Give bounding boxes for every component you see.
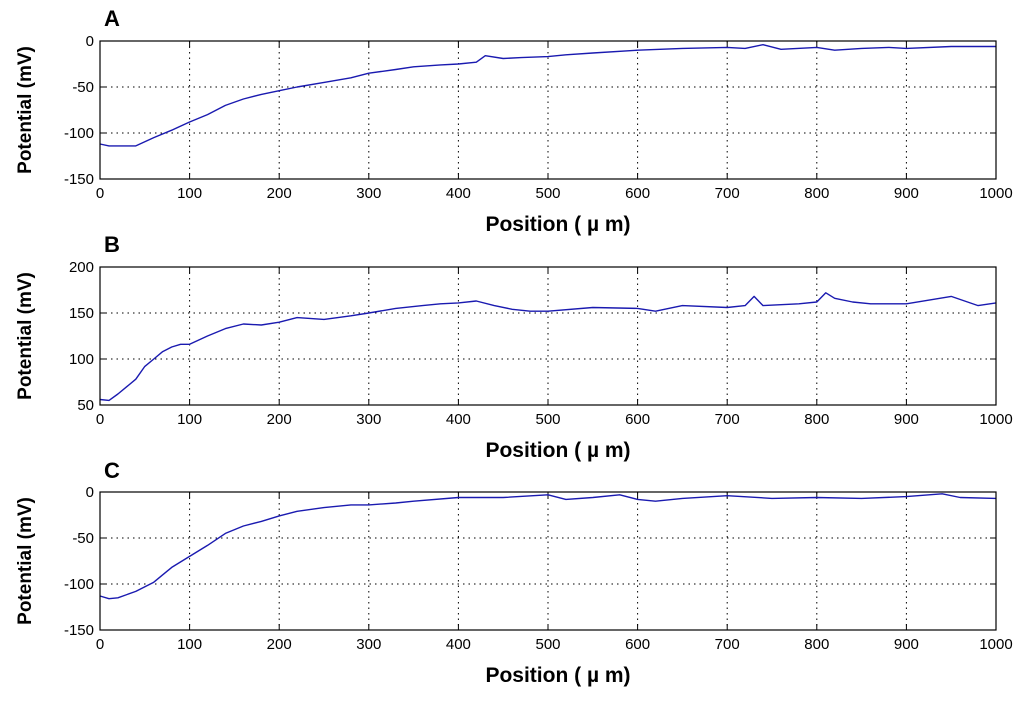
panel-c-x-tick-label: 100 — [177, 636, 202, 653]
panel-a-x-tick-label: 700 — [715, 185, 740, 202]
panel-b-y-tick-label: 100 — [69, 351, 94, 368]
panel-b-x-tick-label: 0 — [96, 411, 104, 428]
panel-c-x-tick-label: 900 — [894, 636, 919, 653]
panel-b: 0 100 200 300 400 500 600 700 800 900 1000 50 100 150… — [15, 232, 1013, 462]
panel-b-x-tick-label: 100 — [177, 411, 202, 428]
panel-c-x-tick-label: 700 — [715, 636, 740, 653]
panel-b-y-tick-label: 150 — [69, 305, 94, 322]
panel-b-panel-letter: B — [104, 232, 120, 257]
panel-a-x-tick-label: 900 — [894, 185, 919, 202]
panel-c-x-tick-label: 400 — [446, 636, 471, 653]
panel-a-y-tick-label: -150 — [64, 171, 94, 188]
panel-a-x-tick-label: 800 — [804, 185, 829, 202]
panel-a-y-tick-label: -100 — [64, 125, 94, 142]
panel-a-axes-box — [99, 40, 997, 180]
panel-c-x-tick-label: 300 — [356, 636, 381, 653]
panel-b-y-tick-label: 200 — [69, 259, 94, 276]
panel-a-x-tick-label: 1000 — [979, 185, 1012, 202]
panel-c-x-axis-label: Position ( µ m) — [485, 664, 630, 687]
panel-a-x-tick-label: 300 — [356, 185, 381, 202]
panel-a-x-tick-label: 600 — [625, 185, 650, 202]
panel-b-x-axis-label: Position ( µ m) — [485, 439, 630, 462]
panel-a-y-tick-label: 0 — [86, 33, 94, 50]
panel-c-y-axis-label: Potential (mV) — [15, 497, 36, 625]
panel-a-x-tick-label: 200 — [267, 185, 292, 202]
panel-a-panel-letter: A — [104, 6, 120, 31]
panel-b-data-line — [99, 292, 997, 402]
panel-a-x-tick-label: 100 — [177, 185, 202, 202]
panel-a-x-axis-label: Position ( µ m) — [485, 213, 630, 236]
panel-c-x-tick-label: 500 — [535, 636, 560, 653]
panel-b-x-tick-label: 500 — [535, 411, 560, 428]
panel-c-y-tick-label: -100 — [64, 576, 94, 593]
panel-c-x-tick-label: 200 — [267, 636, 292, 653]
panel-c-y-tick-label: 0 — [86, 484, 94, 501]
panel-c-y-tick-label: -150 — [64, 622, 94, 639]
panel-a: 0 100 200 300 400 500 600 700 800 900 1000 -150 -100… — [15, 6, 1013, 236]
panel-c-x-tick-label: 0 — [96, 636, 104, 653]
panel-c-panel-letter: C — [104, 458, 120, 483]
panel-a-x-tick-label: 400 — [446, 185, 471, 202]
panel-c: 0 100 200 300 400 500 600 700 800 900 1000 -150 -100… — [15, 458, 1013, 687]
panel-c-axes-box — [99, 491, 997, 631]
panel-a-y-tick-label: -50 — [72, 79, 94, 96]
panel-c-x-tick-label: 600 — [625, 636, 650, 653]
panel-b-y-axis-label: Potential (mV) — [15, 272, 36, 400]
panel-a-x-tick-label: 500 — [535, 185, 560, 202]
panel-b-x-tick-label: 700 — [715, 411, 740, 428]
panel-c-data-line — [99, 493, 997, 600]
panel-b-x-tick-label: 800 — [804, 411, 829, 428]
panel-b-x-tick-label: 1000 — [979, 411, 1012, 428]
panel-b-x-tick-label: 300 — [356, 411, 381, 428]
panel-b-axes-box — [99, 266, 997, 406]
panel-c-x-tick-label: 800 — [804, 636, 829, 653]
panel-b-x-tick-label: 600 — [625, 411, 650, 428]
panel-c-x-tick-label: 1000 — [979, 636, 1012, 653]
panel-b-x-tick-label: 400 — [446, 411, 471, 428]
panel-b-x-tick-label: 900 — [894, 411, 919, 428]
panel-a-y-axis-label: Potential (mV) — [15, 46, 36, 174]
panel-a-data-line — [99, 44, 996, 147]
panel-c-y-tick-label: -50 — [72, 530, 94, 547]
panel-b-x-tick-label: 200 — [267, 411, 292, 428]
panel-b-y-tick-label: 50 — [77, 397, 94, 414]
panel-a-x-tick-label: 0 — [96, 185, 104, 202]
